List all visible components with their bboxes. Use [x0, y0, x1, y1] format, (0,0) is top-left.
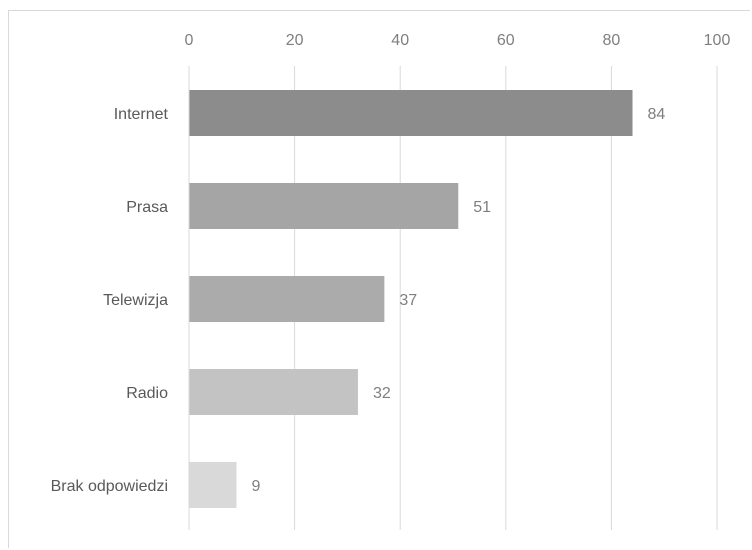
x-tick-label: 20: [286, 32, 304, 49]
x-tick-label: 100: [704, 32, 731, 49]
bar: [189, 369, 358, 415]
data-label: 51: [473, 199, 491, 216]
x-tick-label: 0: [185, 32, 194, 49]
bar: [189, 183, 459, 229]
chart-frame: [8, 10, 750, 548]
x-tick-label: 60: [497, 32, 515, 49]
data-label: 84: [648, 106, 666, 123]
x-tick-label: 40: [391, 32, 409, 49]
bar: [189, 462, 237, 508]
bar: [189, 90, 633, 136]
category-label: Telewizja: [103, 292, 168, 309]
category-label: Internet: [114, 106, 169, 123]
category-label: Prasa: [126, 199, 168, 216]
data-label: 37: [399, 292, 417, 309]
data-label: 32: [373, 385, 391, 402]
category-label: Radio: [126, 385, 168, 402]
bar: [189, 276, 385, 322]
category-label: Brak odpowiedzi: [51, 478, 168, 495]
data-label: 9: [252, 478, 261, 495]
x-tick-label: 80: [603, 32, 621, 49]
